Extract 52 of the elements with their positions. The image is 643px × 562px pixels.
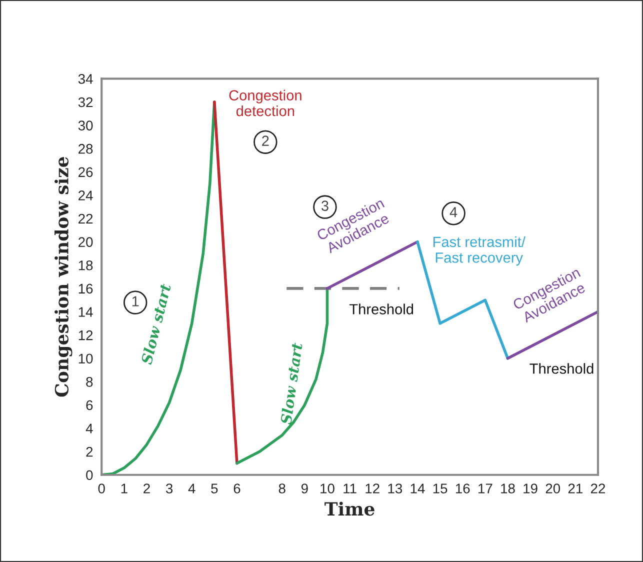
x-tick-label: 2 bbox=[144, 484, 150, 494]
annotation: Threshold bbox=[349, 304, 414, 314]
x-tick-label: 16 bbox=[456, 484, 470, 494]
x-tick-label: 12 bbox=[366, 484, 380, 494]
annotation: Slow start bbox=[280, 342, 303, 425]
x-axis-title: Time bbox=[324, 502, 374, 516]
x-tick-label: 4 bbox=[188, 484, 196, 494]
y-tick-label: 4 bbox=[86, 424, 93, 434]
y-tick-label: 12 bbox=[78, 330, 93, 340]
x-tick-label: 15 bbox=[433, 484, 448, 494]
x-tick-label: 5 bbox=[211, 484, 218, 494]
annotation: Fast retrasmit/ Fast recovery bbox=[433, 236, 526, 266]
x-tick-label: 21 bbox=[568, 484, 582, 494]
y-tick-label: 14 bbox=[78, 307, 93, 317]
x-tick-label: 13 bbox=[388, 484, 402, 494]
y-axis-title: Congestion window size bbox=[54, 156, 72, 397]
x-tick-label: 10 bbox=[320, 484, 334, 494]
y-tick-label: 18 bbox=[78, 260, 93, 270]
y-tick-label: 30 bbox=[78, 120, 93, 130]
y-tick-label: 34 bbox=[78, 74, 93, 84]
x-tick-label: 20 bbox=[546, 484, 560, 494]
y-tick-label: 28 bbox=[78, 144, 93, 154]
x-tick-label: 11 bbox=[344, 484, 356, 494]
x-tick-label: 3 bbox=[166, 484, 173, 494]
y-tick-label: 6 bbox=[86, 400, 93, 410]
y-tick-label: 0 bbox=[86, 470, 93, 480]
y-tick-label: 22 bbox=[78, 214, 93, 224]
x-tick-label: 14 bbox=[410, 484, 425, 494]
x-tick-label: 19 bbox=[524, 484, 538, 494]
y-tick-label: 8 bbox=[86, 377, 93, 387]
x-tick-label: 1 bbox=[121, 484, 128, 494]
annotation: 4 bbox=[450, 207, 458, 218]
y-tick-label: 26 bbox=[78, 167, 93, 178]
y-tick-label: 2 bbox=[86, 446, 93, 457]
x-tick-label: 18 bbox=[501, 484, 515, 494]
x-tick-label: 9 bbox=[301, 484, 308, 494]
y-tick-label: 20 bbox=[78, 237, 93, 247]
annotation: Congestion detection bbox=[229, 90, 302, 116]
x-tick-label: 6 bbox=[234, 484, 240, 494]
x-tick-label: 17 bbox=[478, 484, 492, 494]
x-tick-label: 0 bbox=[98, 484, 105, 494]
annotation: 2 bbox=[262, 136, 269, 146]
y-tick-label: 24 bbox=[78, 190, 93, 200]
y-tick-label: 32 bbox=[78, 97, 93, 108]
x-tick-label: 8 bbox=[278, 484, 286, 494]
annotation: 1 bbox=[132, 296, 139, 306]
annotation: Slow start bbox=[140, 282, 172, 366]
y-tick-label: 16 bbox=[78, 284, 93, 294]
y-tick-label: 10 bbox=[78, 354, 93, 364]
annotation: Threshold bbox=[530, 363, 594, 374]
x-tick-label: 22 bbox=[590, 484, 606, 494]
line-series bbox=[236, 287, 329, 465]
